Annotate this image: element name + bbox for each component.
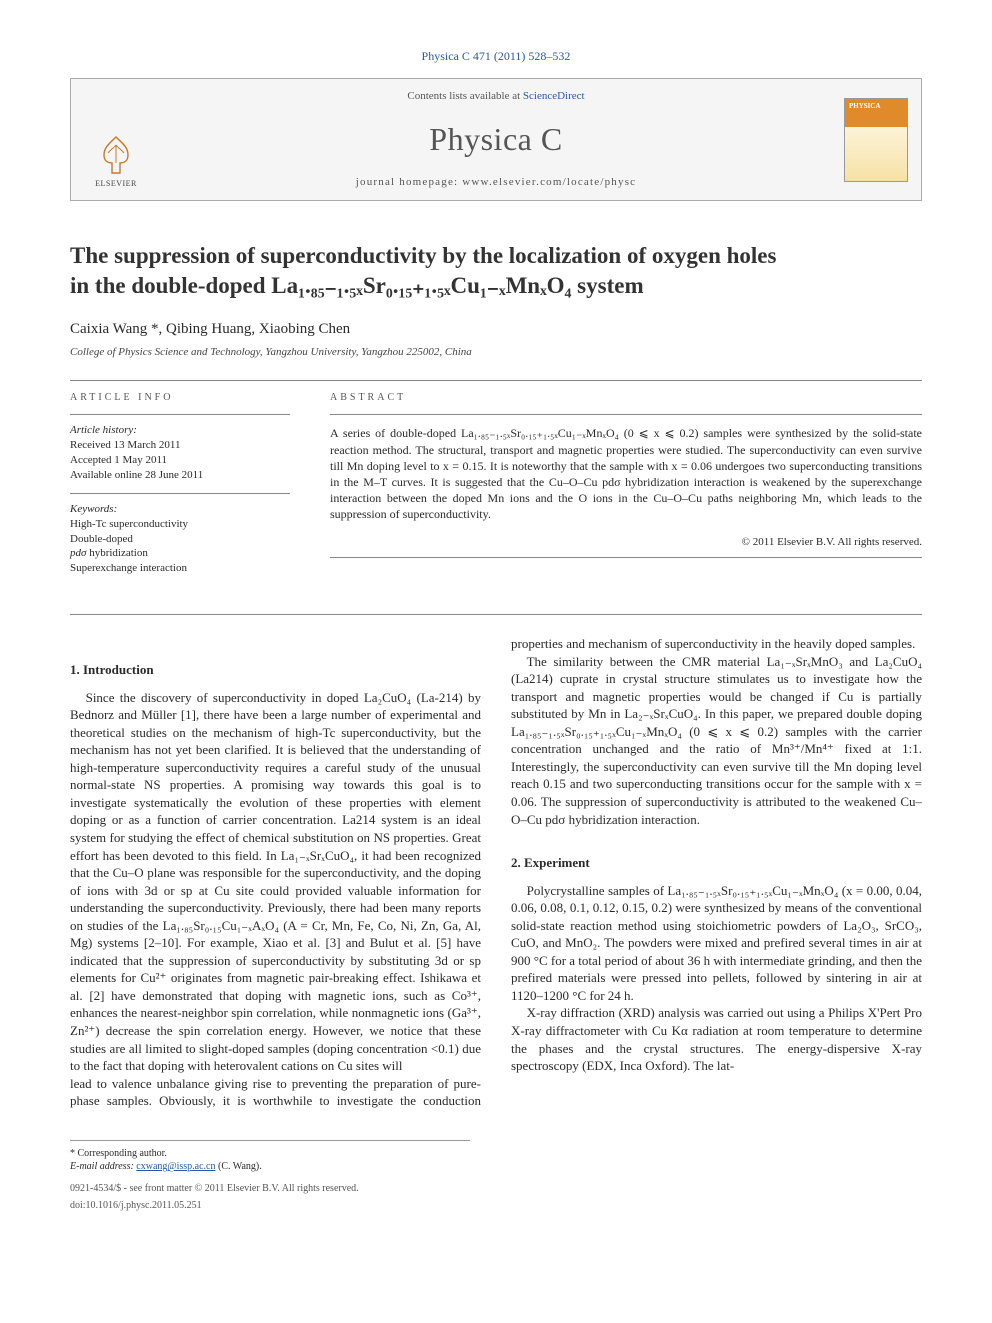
title-line-1: The suppression of superconductivity by … [70, 243, 776, 268]
publisher-label: ELSEVIER [95, 179, 137, 190]
history-line: Available online 28 June 2011 [70, 468, 290, 483]
article-info-column: ARTICLE INFO Article history: Received 1… [70, 381, 290, 586]
article-info-label: ARTICLE INFO [70, 381, 290, 415]
abstract-column: ABSTRACT A series of double-doped La₁.₈₅… [330, 381, 922, 586]
keyword: pdσ hybridization [70, 546, 290, 561]
article-history: Article history: Received 13 March 2011 … [70, 415, 290, 492]
intro-p3: The similarity between the CMR material … [511, 653, 922, 828]
abs-rule-2 [330, 557, 922, 558]
contents-line: Contents lists available at ScienceDirec… [181, 89, 811, 104]
elsevier-logo: ELSEVIER [86, 120, 146, 190]
cover-label: PHYSICA [845, 99, 907, 127]
affiliation: College of Physics Science and Technolog… [70, 345, 922, 360]
rule-body [70, 614, 922, 615]
author-email[interactable]: cxwang@issp.ac.cn [136, 1161, 215, 1172]
exp-p2: X-ray diffraction (XRD) analysis was car… [511, 1004, 922, 1074]
history-head: Article history: [70, 423, 290, 438]
journal-cover-thumb: PHYSICA [844, 98, 908, 182]
issn-line: 0921-4534/$ - see front matter © 2011 El… [70, 1182, 922, 1196]
publisher-column: ELSEVIER [71, 79, 161, 200]
homepage-url[interactable]: www.elsevier.com/locate/physc [462, 176, 636, 188]
abstract-label: ABSTRACT [330, 381, 922, 415]
keyword: High-Tc superconductivity [70, 517, 290, 532]
history-line: Received 13 March 2011 [70, 438, 290, 453]
article-title: The suppression of superconductivity by … [70, 241, 922, 301]
authors: Caixia Wang *, Qibing Huang, Xiaobing Ch… [70, 319, 922, 339]
journal-header: ELSEVIER Contents lists available at Sci… [70, 78, 922, 201]
keywords-head: Keywords: [70, 502, 290, 517]
history-line: Accepted 1 May 2011 [70, 453, 290, 468]
keywords-block: Keywords: High-Tc superconductivity Doub… [70, 494, 290, 586]
keyword: Double-doped [70, 532, 290, 547]
sciencedirect-link[interactable]: ScienceDirect [523, 90, 585, 102]
doi-line: doi:10.1016/j.physc.2011.05.251 [70, 1199, 922, 1213]
homepage-line: journal homepage: www.elsevier.com/locat… [181, 175, 811, 190]
corresponding-author: * Corresponding author. [70, 1147, 470, 1161]
elsevier-tree-icon [94, 133, 138, 177]
cover-column: PHYSICA [831, 79, 921, 200]
title-line-2: in the double-doped La₁.₈₅₋₁.₅ₓSr₀.₁₅₊₁.… [70, 273, 644, 298]
journal-name: Physica C [181, 118, 811, 161]
section-1-head: 1. Introduction [70, 661, 481, 679]
email-line: E-mail address: cxwang@issp.ac.cn (C. Wa… [70, 1160, 470, 1174]
header-center: Contents lists available at ScienceDirec… [161, 79, 831, 200]
citation-line: Physica C 471 (2011) 528–532 [70, 48, 922, 64]
intro-p1: Since the discovery of superconductivity… [70, 689, 481, 1075]
email-suffix: (C. Wang). [215, 1161, 261, 1172]
homepage-prefix: journal homepage: [356, 176, 463, 188]
keyword: Superexchange interaction [70, 561, 290, 576]
abstract-text: A series of double-doped La₁.₈₅₋₁.₅ₓSr₀.… [330, 415, 922, 526]
body-columns: 1. Introduction Since the discovery of s… [70, 635, 922, 1110]
abstract-copyright: © 2011 Elsevier B.V. All rights reserved… [330, 535, 922, 550]
cover-art [845, 127, 907, 181]
email-label: E-mail address: [70, 1161, 136, 1172]
footnotes: * Corresponding author. E-mail address: … [70, 1140, 470, 1174]
exp-p1: Polycrystalline samples of La₁.₈₅₋₁.₅ₓSr… [511, 882, 922, 1005]
contents-prefix: Contents lists available at [407, 90, 522, 102]
section-2-head: 2. Experiment [511, 854, 922, 872]
